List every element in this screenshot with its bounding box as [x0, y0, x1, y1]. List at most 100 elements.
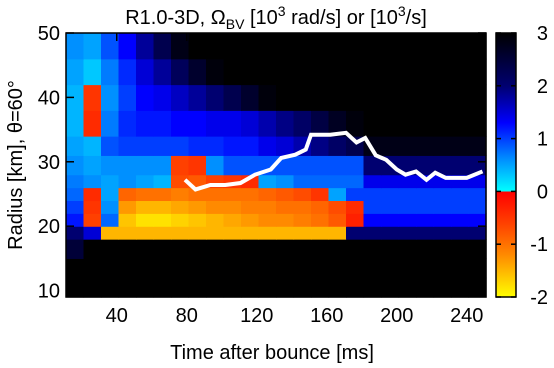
heatmap-cell — [468, 84, 487, 111]
heatmap-cell — [206, 110, 225, 137]
x-tick-label: 80 — [176, 305, 198, 327]
heatmap-cell — [101, 174, 120, 189]
heatmap-cell — [328, 226, 347, 240]
heatmap-cell — [311, 110, 330, 137]
heatmap-cell — [363, 33, 382, 60]
heatmap-cell — [241, 258, 260, 279]
heatmap-cell — [451, 33, 470, 60]
colorbar-tick-label: -1 — [530, 234, 548, 256]
heatmap-cell — [398, 110, 417, 137]
heatmap-cell — [363, 213, 382, 227]
heatmap-cell — [153, 226, 172, 240]
heatmap-cell — [188, 187, 207, 202]
heatmap-cell — [433, 258, 452, 279]
heatmap-cell — [451, 213, 470, 227]
heatmap-cell — [153, 33, 172, 60]
heatmap-cell — [311, 277, 330, 298]
heatmap-cell — [276, 213, 295, 227]
heatmap-cell — [118, 110, 137, 137]
heatmap-cell — [153, 277, 172, 298]
heatmap-cell — [83, 239, 102, 259]
heatmap-cell — [223, 187, 242, 202]
heatmap-cell — [153, 155, 172, 176]
heatmap-cell — [153, 187, 172, 202]
heatmap-cell — [83, 110, 102, 137]
heatmap-cell — [171, 239, 190, 259]
heatmap-cell — [363, 187, 382, 202]
heatmap-cell — [258, 110, 277, 137]
heatmap-cell — [346, 226, 365, 240]
heatmap-cell — [346, 84, 365, 111]
title-sub: BV — [226, 16, 245, 32]
heatmap-cell — [398, 155, 417, 176]
heatmap-cell — [223, 258, 242, 279]
heatmap-cell — [276, 84, 295, 111]
heatmap-cell — [83, 258, 102, 279]
heatmap-cell — [223, 110, 242, 137]
heatmap-cell — [381, 213, 400, 227]
heatmap-cell — [241, 239, 260, 259]
heatmap-cell — [153, 200, 172, 214]
heatmap-cell — [468, 239, 487, 259]
heatmap-cell — [451, 187, 470, 202]
heatmap-cell — [66, 155, 85, 176]
heatmap-cell — [381, 84, 400, 111]
heatmap-cell — [346, 258, 365, 279]
heatmap-cell — [66, 239, 85, 259]
heatmap-cell — [101, 155, 120, 176]
title-sup: 3 — [398, 3, 406, 19]
heatmap-cell — [311, 84, 330, 111]
heatmap-cell — [171, 33, 190, 60]
heatmap-cell — [416, 226, 435, 240]
heatmap-cell — [468, 277, 487, 298]
heatmap-cell — [258, 33, 277, 60]
heatmap-cell — [276, 239, 295, 259]
y-tick-label: 10 — [38, 281, 60, 303]
chart-title: R1.0-3D, ΩBV [103 rad/s] or [103/s] — [125, 3, 427, 32]
heatmap-cell — [66, 110, 85, 137]
heatmap-cell — [101, 110, 120, 137]
heatmap-cell — [258, 174, 277, 189]
heatmap-cell — [118, 226, 137, 240]
heatmap-cell — [241, 155, 260, 176]
heatmap-cell — [433, 187, 452, 202]
title-part: rad/s] or [10 — [286, 7, 398, 29]
x-tick-label: 120 — [240, 305, 273, 327]
heatmap-cell — [328, 58, 347, 86]
heatmap-cell — [171, 110, 190, 137]
heatmap-cell — [398, 213, 417, 227]
heatmap-cell — [101, 277, 120, 298]
heatmap-cell — [206, 187, 225, 202]
heatmap-cell — [311, 258, 330, 279]
heatmap-cell — [346, 110, 365, 137]
heatmap-cell — [188, 155, 207, 176]
heatmap-cell — [118, 213, 137, 227]
heatmap-cell — [136, 226, 155, 240]
heatmap-cell — [311, 155, 330, 176]
heatmap-cell — [311, 213, 330, 227]
heatmap-cell — [468, 136, 487, 156]
heatmap-cell — [398, 226, 417, 240]
heatmap-cell — [293, 84, 312, 111]
heatmap-cell — [328, 136, 347, 156]
heatmap-cell — [468, 33, 487, 60]
heatmap-cell — [66, 58, 85, 86]
heatmap-cell — [83, 187, 102, 202]
y-tick-label: 50 — [38, 23, 60, 45]
heatmap-cell — [188, 110, 207, 137]
heatmap-cell — [311, 136, 330, 156]
heatmap-cell — [398, 258, 417, 279]
heatmap-cell — [153, 174, 172, 189]
heatmap-cell — [293, 110, 312, 137]
heatmap-cell — [101, 58, 120, 86]
heatmap-cell — [83, 136, 102, 156]
heatmap-cell — [363, 226, 382, 240]
heatmap-cell — [416, 277, 435, 298]
heatmap-cell — [188, 84, 207, 111]
heatmap-cell — [153, 239, 172, 259]
heatmap-cell — [293, 213, 312, 227]
heatmap-cell — [293, 277, 312, 298]
heatmap-cell — [293, 174, 312, 189]
heatmap-cell — [118, 58, 137, 86]
heatmap-cell — [381, 258, 400, 279]
